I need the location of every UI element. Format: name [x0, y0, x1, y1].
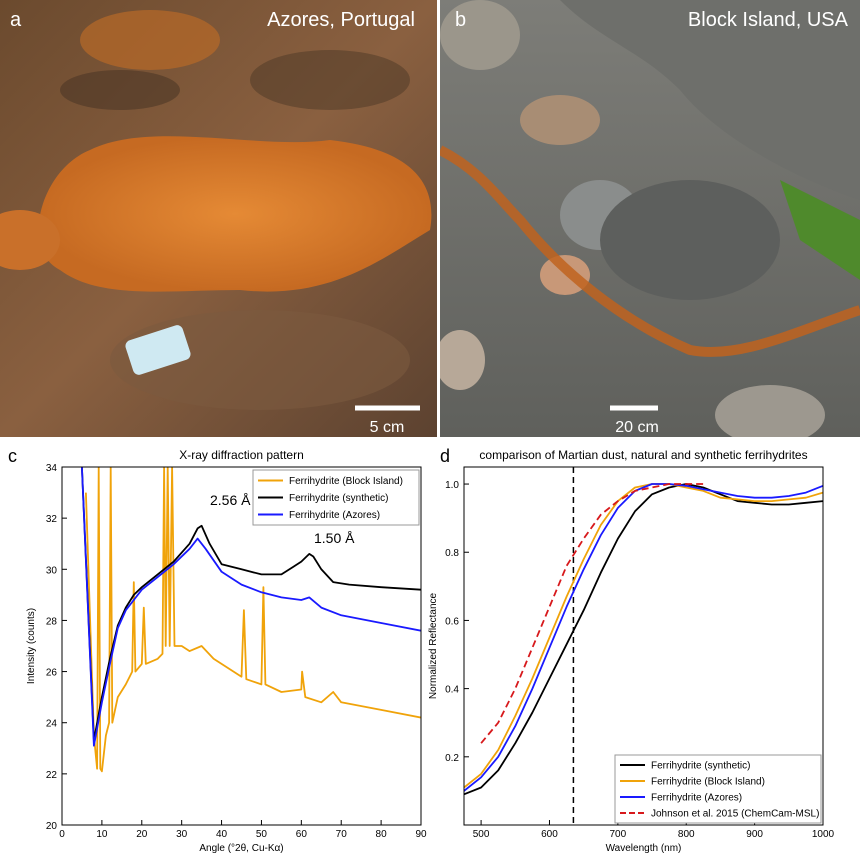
- series-line: [81, 467, 421, 747]
- scale-label: 5 cm: [370, 419, 405, 436]
- plot-frame: [61, 466, 422, 826]
- y-tick-label: 1.0: [445, 480, 459, 491]
- series-line: [464, 483, 823, 792]
- chart-title: comparison of Martian dust, natural and …: [479, 448, 807, 462]
- y-tick-label: 34: [46, 463, 58, 474]
- plot-frame: [463, 466, 824, 826]
- series-line: [81, 467, 421, 742]
- photo-a: [0, 0, 437, 437]
- x-tick-label: 600: [541, 829, 558, 840]
- y-tick-label: 0.2: [445, 753, 459, 764]
- x-tick-label: 30: [176, 829, 188, 840]
- y-tick-label: 22: [46, 770, 58, 781]
- x-tick-label: 800: [678, 829, 695, 840]
- panel-label: a: [10, 9, 22, 31]
- panel-label: b: [455, 9, 466, 31]
- y-axis-label: Intensity (counts): [26, 608, 37, 684]
- chart-title: X-ray diffraction pattern: [179, 448, 304, 462]
- y-tick-label: 24: [46, 719, 58, 730]
- y-tick-label: 26: [46, 668, 58, 679]
- legend-label: Ferrihydrite (Azores): [651, 793, 742, 804]
- x-tick-label: 60: [296, 829, 308, 840]
- x-tick-label: 90: [415, 829, 427, 840]
- series-line: [464, 483, 823, 796]
- annotation: 1.50 Å: [314, 530, 355, 546]
- y-tick-label: 0.4: [445, 685, 459, 696]
- x-tick-label: 80: [376, 829, 388, 840]
- x-tick-label: 20: [136, 829, 148, 840]
- x-tick-label: 50: [256, 829, 268, 840]
- y-tick-label: 20: [46, 821, 58, 832]
- x-tick-label: 10: [96, 829, 108, 840]
- x-tick-label: 70: [336, 829, 348, 840]
- y-axis-label: Normalized Reflectance: [428, 592, 439, 699]
- x-tick-label: 1000: [812, 829, 835, 840]
- legend-label: Ferrihydrite (Block Island): [289, 476, 403, 487]
- legend-label: Johnson et al. 2015 (ChemCam-MSL): [651, 809, 819, 820]
- legend-label: Ferrihydrite (Block Island): [651, 777, 765, 788]
- x-tick-label: 0: [59, 829, 65, 840]
- x-tick-label: 900: [746, 829, 763, 840]
- y-tick-label: 32: [46, 514, 58, 525]
- series-line: [85, 467, 421, 773]
- x-axis-label: Angle (°2θ, Cu-Kα): [199, 843, 283, 853]
- panel-label: d: [440, 446, 450, 466]
- annotation: 2.56 Å: [210, 492, 251, 508]
- y-tick-label: 0.8: [445, 548, 459, 559]
- y-tick-label: 0.6: [445, 616, 459, 627]
- legend-box: [614, 754, 822, 824]
- legend-label: Ferrihydrite (synthetic): [651, 761, 750, 772]
- photo-b: [440, 0, 860, 437]
- x-axis-label: Wavelength (nm): [606, 843, 682, 853]
- y-tick-label: 30: [46, 565, 58, 576]
- legend-label: Ferrihydrite (synthetic): [289, 493, 388, 504]
- scale-label: 20 cm: [615, 419, 659, 436]
- y-tick-label: 28: [46, 616, 58, 627]
- x-tick-label: 700: [610, 829, 627, 840]
- photo-location: Block Island, USA: [688, 9, 849, 31]
- x-tick-label: 500: [473, 829, 490, 840]
- series-line: [464, 483, 823, 789]
- photo-location: Azores, Portugal: [267, 9, 415, 31]
- x-tick-label: 40: [216, 829, 228, 840]
- legend-label: Ferrihydrite (Azores): [289, 510, 380, 521]
- series-line: [480, 483, 704, 744]
- panel-label: c: [8, 446, 17, 466]
